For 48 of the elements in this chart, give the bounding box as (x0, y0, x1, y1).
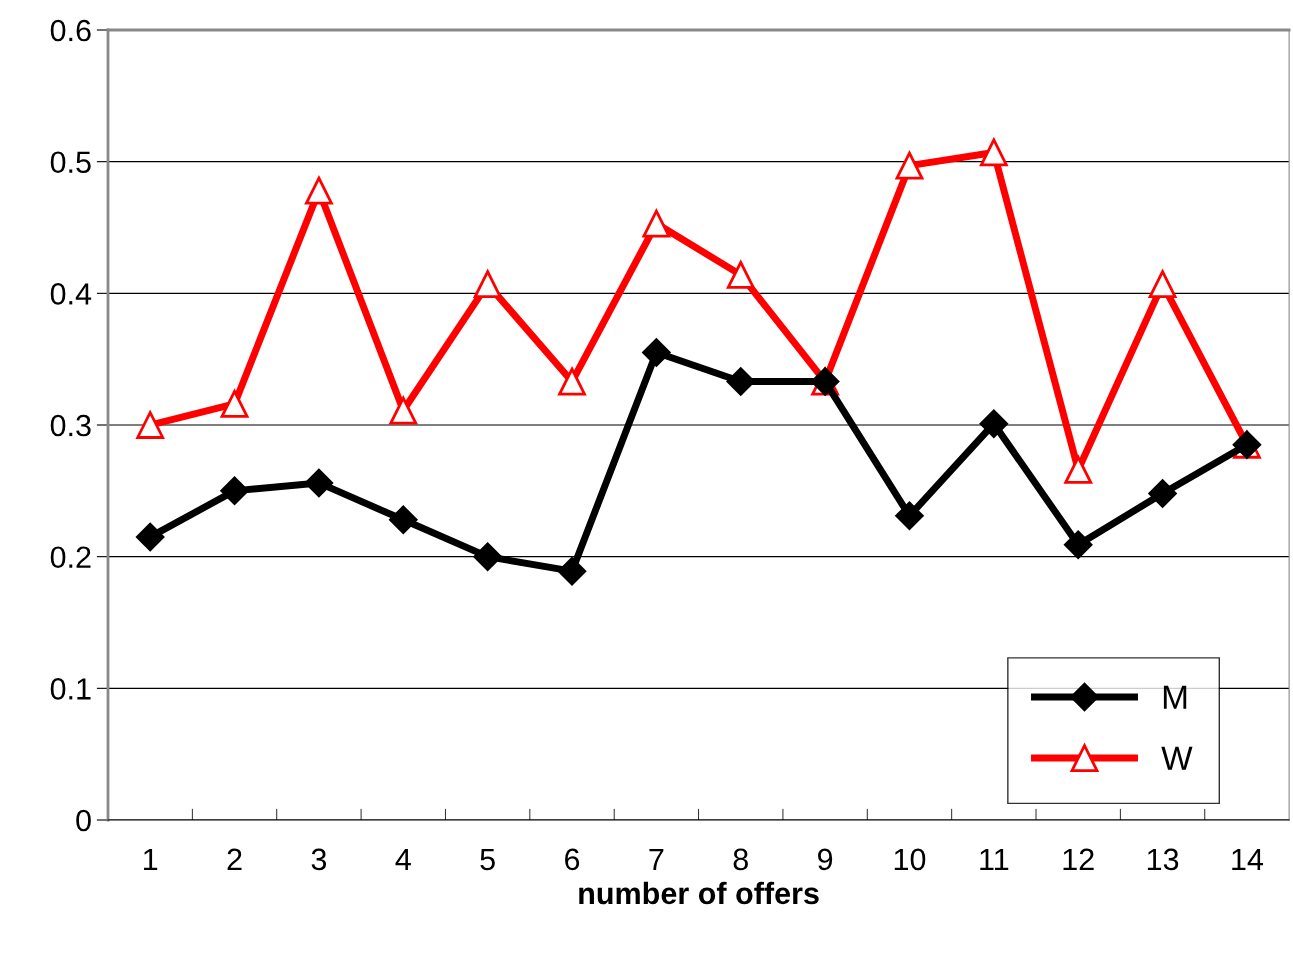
y-tick-label: 0.1 (50, 678, 91, 700)
x-tick-label: 12 (1063, 848, 1094, 870)
legend-label: M (1163, 685, 1187, 709)
point (726, 261, 755, 289)
point (473, 270, 502, 299)
x-tick-label: 2 (227, 848, 242, 870)
y-tick-label: 0.3 (50, 414, 91, 437)
x-tick-label: 11 (980, 848, 1009, 870)
x-tick-label: 8 (733, 848, 748, 871)
x-tick-label: 6 (565, 848, 580, 871)
point (389, 505, 418, 534)
point (979, 136, 1009, 167)
x-tick-label: 3 (311, 848, 327, 871)
point (136, 522, 165, 552)
y-tick-label: 0 (76, 809, 91, 832)
point (304, 468, 334, 498)
point (895, 501, 924, 531)
point (473, 542, 502, 571)
point (220, 390, 249, 418)
point (1064, 530, 1093, 559)
x-tick-label: 10 (894, 848, 926, 871)
point (979, 409, 1008, 438)
point (642, 209, 671, 238)
point (642, 338, 671, 367)
point (220, 476, 249, 505)
point (726, 367, 755, 396)
point (895, 151, 924, 180)
x-axis-title: number of offers (579, 881, 819, 905)
point (1148, 479, 1177, 508)
x-tick-label: 13 (1147, 848, 1179, 871)
y-tick-label: 0.6 (50, 19, 91, 42)
point (558, 367, 586, 396)
point (1064, 455, 1093, 484)
x-tick-label: 1 (144, 848, 158, 870)
y-tick-label: 0.4 (50, 283, 92, 305)
legend-label: W (1161, 746, 1193, 770)
point (557, 556, 587, 586)
y-tick-label: 0.2 (50, 546, 91, 569)
x-tick-label: 14 (1232, 848, 1264, 870)
x-tick-label: 7 (649, 848, 664, 870)
x-tick-label: 4 (395, 848, 411, 870)
point (389, 396, 418, 425)
point (305, 176, 333, 205)
point (1148, 270, 1177, 299)
x-tick-label: 5 (480, 848, 495, 871)
point (136, 411, 165, 439)
y-tick-label: 0.5 (50, 151, 91, 174)
x-tick-label: 9 (818, 848, 833, 871)
